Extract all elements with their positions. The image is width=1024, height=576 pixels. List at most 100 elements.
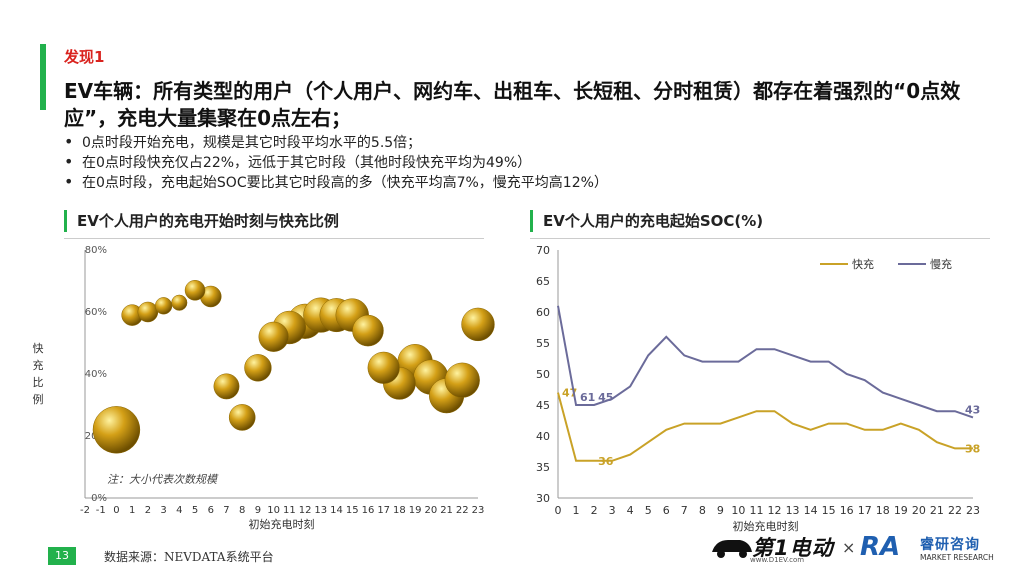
soc-x-tick-label: 2 bbox=[591, 504, 598, 517]
bubble-x-tick-label: 17 bbox=[377, 505, 390, 516]
soc-y-tick-label: 55 bbox=[536, 337, 550, 350]
bubble-size-note: 注：大小代表次数规模 bbox=[107, 473, 219, 486]
soc-x-tick-label: 0 bbox=[555, 504, 562, 517]
soc-data-label: 36 bbox=[598, 455, 614, 468]
bubble-x-tick-label: 0 bbox=[113, 505, 119, 516]
d1ev-logo-text: 第1电动 bbox=[752, 536, 834, 560]
bubble-x-tick-label: 13 bbox=[314, 505, 327, 516]
soc-x-tick-label: 23 bbox=[966, 504, 980, 517]
legend-label: 快充 bbox=[852, 257, 874, 271]
soc-x-tick-label: 20 bbox=[912, 504, 926, 517]
bubble-x-tick-label: 1 bbox=[129, 505, 135, 516]
ra-logo-en: MARKET RESEARCH bbox=[920, 553, 994, 562]
bubble-point bbox=[154, 297, 173, 315]
soc-x-tick-label: 3 bbox=[609, 504, 616, 517]
soc-x-tick-label: 4 bbox=[627, 504, 634, 517]
bubble-point bbox=[258, 321, 289, 352]
soc-y-tick-label: 35 bbox=[536, 461, 550, 474]
times-symbol: × bbox=[842, 538, 856, 557]
soc-x-tick-label: 10 bbox=[731, 504, 745, 517]
soc-x-tick-label: 21 bbox=[930, 504, 944, 517]
bubble-x-tick-label: 4 bbox=[176, 505, 182, 516]
soc-x-tick-label: 11 bbox=[749, 504, 763, 517]
bullet-item: 0点时段开始充电，规模是其它时段平均水平的5.5倍； bbox=[64, 132, 608, 153]
left-panel-title: EV个人用户的充电开始时刻与快充比例 bbox=[64, 210, 339, 232]
soc-x-tick-label: 7 bbox=[681, 504, 688, 517]
soc-y-tick-label: 60 bbox=[536, 306, 550, 319]
soc-x-tick-label: 1 bbox=[573, 504, 580, 517]
right-panel-title: EV个人用户的充电起始SOC(%) bbox=[530, 210, 763, 232]
left-panel-divider bbox=[64, 238, 484, 239]
bubble-point bbox=[213, 373, 240, 400]
accent-bar bbox=[40, 44, 46, 110]
soc-x-axis-title: 初始充电时刻 bbox=[733, 519, 799, 533]
bubble-x-tick-label: 6 bbox=[208, 505, 214, 516]
soc-x-tick-label: 14 bbox=[804, 504, 818, 517]
bubble-point bbox=[184, 280, 206, 301]
bubble-x-tick-label: 10 bbox=[267, 505, 280, 516]
d1ev-logo: 第1电动 www.D1EV.com bbox=[710, 530, 835, 566]
d1ev-logo-site: www.D1EV.com bbox=[750, 556, 805, 564]
bubble-x-tick-label: 7 bbox=[223, 505, 229, 516]
car-icon bbox=[712, 540, 752, 558]
bubble-x-tick-label: 18 bbox=[393, 505, 406, 516]
soc-x-tick-label: 16 bbox=[840, 504, 854, 517]
bubble-point bbox=[367, 351, 400, 384]
data-source: 数据来源：NEVDATA系统平台 bbox=[104, 550, 274, 564]
ra-logo: RA 睿研咨询 MARKET RESEARCH bbox=[860, 532, 1000, 566]
bubble-x-tick-label: 5 bbox=[192, 505, 198, 516]
bubble-x-tick-label: 11 bbox=[283, 505, 296, 516]
soc-x-tick-label: 9 bbox=[717, 504, 724, 517]
bubble-x-tick-label: 16 bbox=[362, 505, 375, 516]
soc-y-tick-label: 50 bbox=[536, 368, 550, 381]
fast-charge-line bbox=[557, 392, 973, 462]
soc-data-label: 38 bbox=[965, 442, 980, 455]
bubble-x-tick-label: 3 bbox=[160, 505, 166, 516]
soc-x-tick-label: 19 bbox=[894, 504, 908, 517]
legend-label: 慢充 bbox=[930, 257, 952, 271]
bubble-y-tick-label: 60% bbox=[85, 307, 107, 318]
bubble-x-tick-label: 2 bbox=[145, 505, 151, 516]
bubble-chart: 0%20%40%60%80%-2-10123456789101112131415… bbox=[80, 245, 495, 531]
soc-data-label: 45 bbox=[598, 391, 613, 404]
soc-y-tick-label: 45 bbox=[536, 399, 550, 412]
page-number: 13 bbox=[48, 547, 76, 565]
bubble-x-tick-label: -2 bbox=[80, 505, 90, 516]
soc-x-tick-label: 22 bbox=[948, 504, 962, 517]
right-panel-divider bbox=[530, 238, 990, 239]
soc-x-tick-label: 12 bbox=[768, 504, 782, 517]
headline: EV车辆：所有类型的用户（个人用户、网约车、出租车、长短租、分时租赁）都存在着强… bbox=[64, 79, 961, 130]
bullet-item: 在0点时段快充仅占22%，远低于其它时段（其他时段快充平均为49%） bbox=[64, 152, 608, 173]
bubble-point bbox=[352, 314, 384, 347]
bubble-x-tick-label: 15 bbox=[346, 505, 359, 516]
soc-x-tick-label: 18 bbox=[876, 504, 890, 517]
bubble-point bbox=[92, 406, 141, 454]
bubble-x-tick-label: 8 bbox=[239, 505, 245, 516]
soc-x-tick-label: 17 bbox=[858, 504, 872, 517]
bubble-x-tick-label: 23 bbox=[472, 505, 485, 516]
bubble-x-tick-label: -1 bbox=[96, 505, 106, 516]
soc-x-tick-label: 13 bbox=[786, 504, 800, 517]
bubble-x-tick-label: 19 bbox=[409, 505, 422, 516]
soc-y-tick-label: 65 bbox=[536, 275, 550, 288]
bubble-x-tick-label: 9 bbox=[255, 505, 261, 516]
soc-x-tick-label: 8 bbox=[699, 504, 706, 517]
bubble-point bbox=[228, 404, 256, 431]
finding-label: 发现1 bbox=[64, 48, 105, 66]
bullet-item: 在0点时段，充电起始SOC要比其它时段高的多（快充平均高7%，慢充平均高12%） bbox=[64, 172, 608, 193]
bubble-x-tick-label: 12 bbox=[299, 505, 312, 516]
bubble-x-tick-label: 21 bbox=[440, 505, 453, 516]
soc-y-tick-label: 30 bbox=[536, 492, 550, 505]
soc-x-tick-label: 6 bbox=[663, 504, 670, 517]
soc-x-tick-label: 5 bbox=[645, 504, 652, 517]
bubble-y-tick-label: 80% bbox=[85, 245, 107, 256]
soc-y-tick-label: 40 bbox=[536, 430, 550, 443]
soc-x-tick-label: 15 bbox=[822, 504, 836, 517]
bubble-point bbox=[444, 362, 480, 398]
bubble-x-tick-label: 20 bbox=[424, 505, 437, 516]
bubble-chart-ylabel: 快充比例 bbox=[32, 342, 44, 406]
bubble-point bbox=[244, 354, 272, 382]
bubble-y-tick-label: 40% bbox=[85, 369, 107, 380]
soc-data-label: 61 bbox=[580, 391, 595, 404]
